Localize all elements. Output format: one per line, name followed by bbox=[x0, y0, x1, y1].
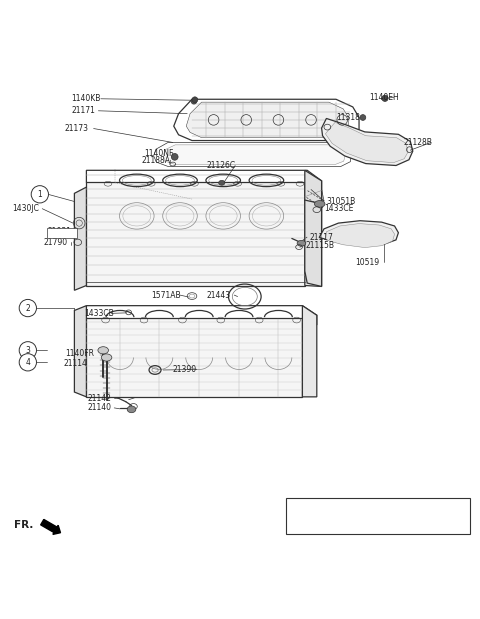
Text: 1140KB: 1140KB bbox=[71, 94, 100, 103]
Text: 21031: 21031 bbox=[47, 227, 71, 236]
Bar bbox=[286, 498, 470, 534]
Polygon shape bbox=[305, 183, 322, 287]
Polygon shape bbox=[74, 306, 86, 397]
Text: 31051B: 31051B bbox=[326, 196, 356, 206]
Text: 21173: 21173 bbox=[65, 124, 89, 133]
Text: 1433CB: 1433CB bbox=[84, 309, 114, 318]
Polygon shape bbox=[163, 145, 345, 165]
Ellipse shape bbox=[219, 180, 225, 185]
Text: 1: 1 bbox=[37, 190, 42, 199]
Circle shape bbox=[31, 186, 48, 203]
Polygon shape bbox=[319, 221, 398, 246]
Text: 21142: 21142 bbox=[88, 394, 112, 403]
Ellipse shape bbox=[297, 240, 306, 246]
Text: 21114: 21114 bbox=[63, 359, 87, 368]
Ellipse shape bbox=[127, 406, 136, 413]
Polygon shape bbox=[305, 170, 322, 287]
Text: 21443: 21443 bbox=[206, 290, 230, 300]
Text: 11318: 11318 bbox=[336, 113, 360, 122]
Ellipse shape bbox=[101, 354, 112, 361]
Bar bbox=[47, 228, 77, 238]
Text: NOTE: NOTE bbox=[291, 500, 316, 509]
Text: FR.: FR. bbox=[14, 519, 34, 529]
Polygon shape bbox=[325, 123, 408, 163]
Text: 21117: 21117 bbox=[310, 233, 334, 243]
Polygon shape bbox=[86, 318, 302, 397]
Text: 1140NF: 1140NF bbox=[144, 149, 173, 157]
Text: 4: 4 bbox=[25, 358, 30, 367]
Polygon shape bbox=[186, 102, 348, 137]
Polygon shape bbox=[86, 306, 317, 325]
Circle shape bbox=[19, 342, 36, 359]
Polygon shape bbox=[325, 223, 395, 248]
Text: 1140FR: 1140FR bbox=[65, 349, 94, 358]
Text: 10519: 10519 bbox=[355, 258, 379, 267]
Text: 21126C: 21126C bbox=[206, 161, 236, 170]
Text: THE NO. 21110B : ①-④: THE NO. 21110B : ①-④ bbox=[291, 520, 378, 529]
Polygon shape bbox=[154, 142, 350, 167]
Text: 2: 2 bbox=[25, 303, 30, 313]
FancyArrow shape bbox=[41, 519, 60, 534]
Ellipse shape bbox=[360, 115, 366, 120]
Ellipse shape bbox=[98, 347, 108, 354]
Ellipse shape bbox=[314, 201, 325, 207]
Polygon shape bbox=[74, 187, 86, 290]
Ellipse shape bbox=[171, 154, 178, 160]
Polygon shape bbox=[174, 99, 359, 141]
Text: 1433CE: 1433CE bbox=[324, 204, 354, 213]
Ellipse shape bbox=[382, 95, 388, 102]
Circle shape bbox=[19, 300, 36, 317]
Text: 21140: 21140 bbox=[88, 404, 112, 412]
Text: 21188A: 21188A bbox=[142, 156, 170, 165]
Text: 1571AB: 1571AB bbox=[151, 290, 181, 300]
Text: 1430JC: 1430JC bbox=[12, 204, 39, 213]
Text: 21790: 21790 bbox=[43, 238, 67, 247]
Ellipse shape bbox=[191, 98, 197, 104]
Ellipse shape bbox=[192, 97, 198, 103]
Text: 21171: 21171 bbox=[71, 106, 95, 115]
Text: 21128B: 21128B bbox=[403, 138, 432, 147]
Text: 3: 3 bbox=[25, 346, 30, 355]
Text: 21115B: 21115B bbox=[306, 241, 335, 250]
Text: 21390: 21390 bbox=[173, 365, 197, 374]
Polygon shape bbox=[302, 306, 317, 397]
Polygon shape bbox=[86, 183, 305, 285]
Polygon shape bbox=[322, 118, 413, 165]
Text: 1140EH: 1140EH bbox=[370, 93, 399, 102]
Polygon shape bbox=[86, 170, 322, 191]
Circle shape bbox=[19, 353, 36, 371]
